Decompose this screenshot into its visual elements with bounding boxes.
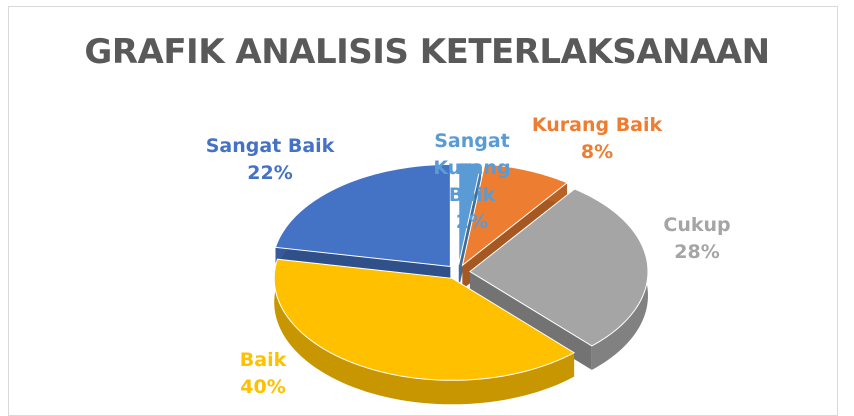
label-value: 2% — [455, 211, 489, 233]
label-name: Baik — [239, 349, 287, 371]
slice — [469, 188, 649, 347]
label-value: 22% — [247, 162, 293, 184]
data-label: Kurang Baik 8% — [522, 112, 672, 166]
label-name: Sangat Baik — [205, 135, 335, 157]
label-name: Cukup — [663, 214, 731, 236]
data-label: Sangat Baik 22% — [195, 133, 345, 187]
label-value: 8% — [580, 141, 614, 163]
data-label: Sangat Kurang Baik 2% — [415, 128, 530, 236]
slice — [274, 163, 451, 268]
slice-side — [274, 259, 575, 405]
label-name: Kurang Baik — [531, 114, 663, 136]
data-label: Cukup 28% — [637, 212, 757, 266]
label-value: 28% — [674, 241, 720, 263]
data-label: Baik 40% — [203, 347, 323, 401]
label-value: 40% — [240, 376, 286, 398]
slice — [273, 258, 576, 381]
chart-title: GRAFIK ANALISIS KETERLAKSANAAN — [84, 32, 770, 72]
slice — [461, 163, 569, 267]
slice — [458, 162, 482, 265]
label-name: Sangat Kurang Baik — [433, 130, 511, 206]
